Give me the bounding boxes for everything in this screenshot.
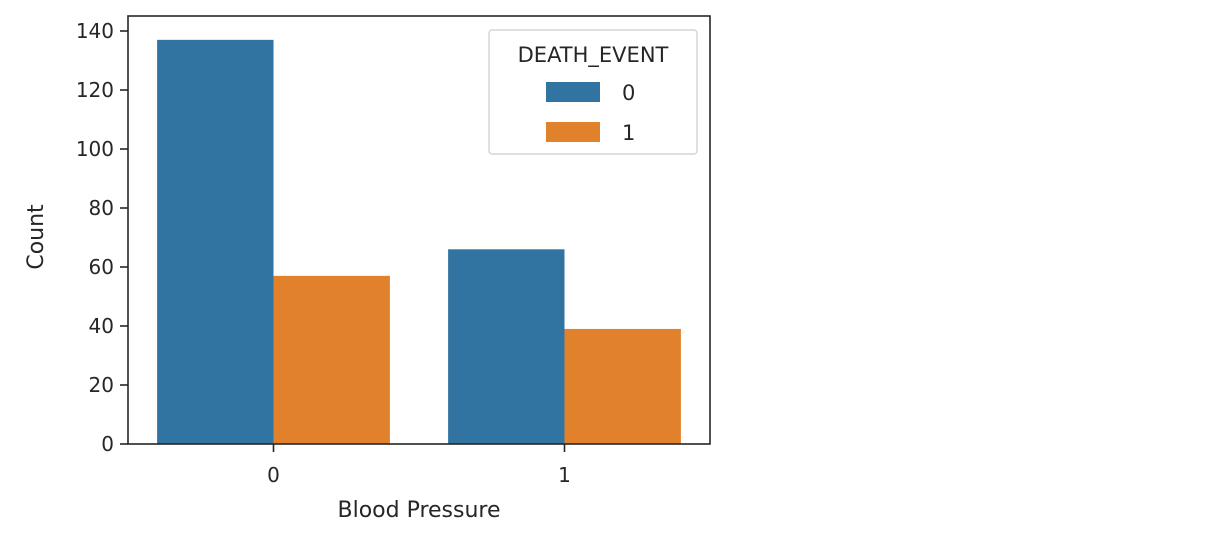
legend: DEATH_EVENT 01 bbox=[488, 29, 698, 155]
legend-entries: 01 bbox=[546, 81, 635, 145]
y-tick-label: 140 bbox=[76, 19, 114, 43]
legend-label-1: 1 bbox=[622, 121, 635, 145]
bars-layer bbox=[157, 39, 681, 444]
y-tick-label: 0 bbox=[101, 432, 114, 456]
bar-series-1-category-0 bbox=[273, 275, 390, 444]
plot-frame bbox=[127, 15, 711, 445]
legend-swatch-0 bbox=[546, 82, 600, 102]
bar-series-0-category-0 bbox=[157, 39, 274, 444]
y-tick-label: 60 bbox=[89, 255, 114, 279]
y-tick-label: 40 bbox=[89, 314, 114, 338]
legend-swatch-1 bbox=[546, 122, 600, 142]
legend-title: DEATH_EVENT bbox=[518, 43, 669, 68]
y-axis-ticks: 0 20 40 60 80 100 120 140 bbox=[76, 19, 128, 456]
x-tick-label: 1 bbox=[558, 463, 571, 487]
y-tick-label: 20 bbox=[89, 373, 114, 397]
x-axis-label: Blood Pressure bbox=[337, 498, 500, 523]
y-tick-label: 80 bbox=[89, 196, 114, 220]
x-tick-label: 0 bbox=[267, 463, 280, 487]
axes-layer bbox=[127, 15, 711, 445]
bar-series-0-category-1 bbox=[448, 249, 565, 444]
legend-label-0: 0 bbox=[622, 81, 635, 105]
y-tick-label: 120 bbox=[76, 78, 114, 102]
bar-series-1-category-1 bbox=[564, 328, 681, 444]
y-axis-label: Count bbox=[24, 204, 49, 270]
y-tick-label: 100 bbox=[76, 137, 114, 161]
